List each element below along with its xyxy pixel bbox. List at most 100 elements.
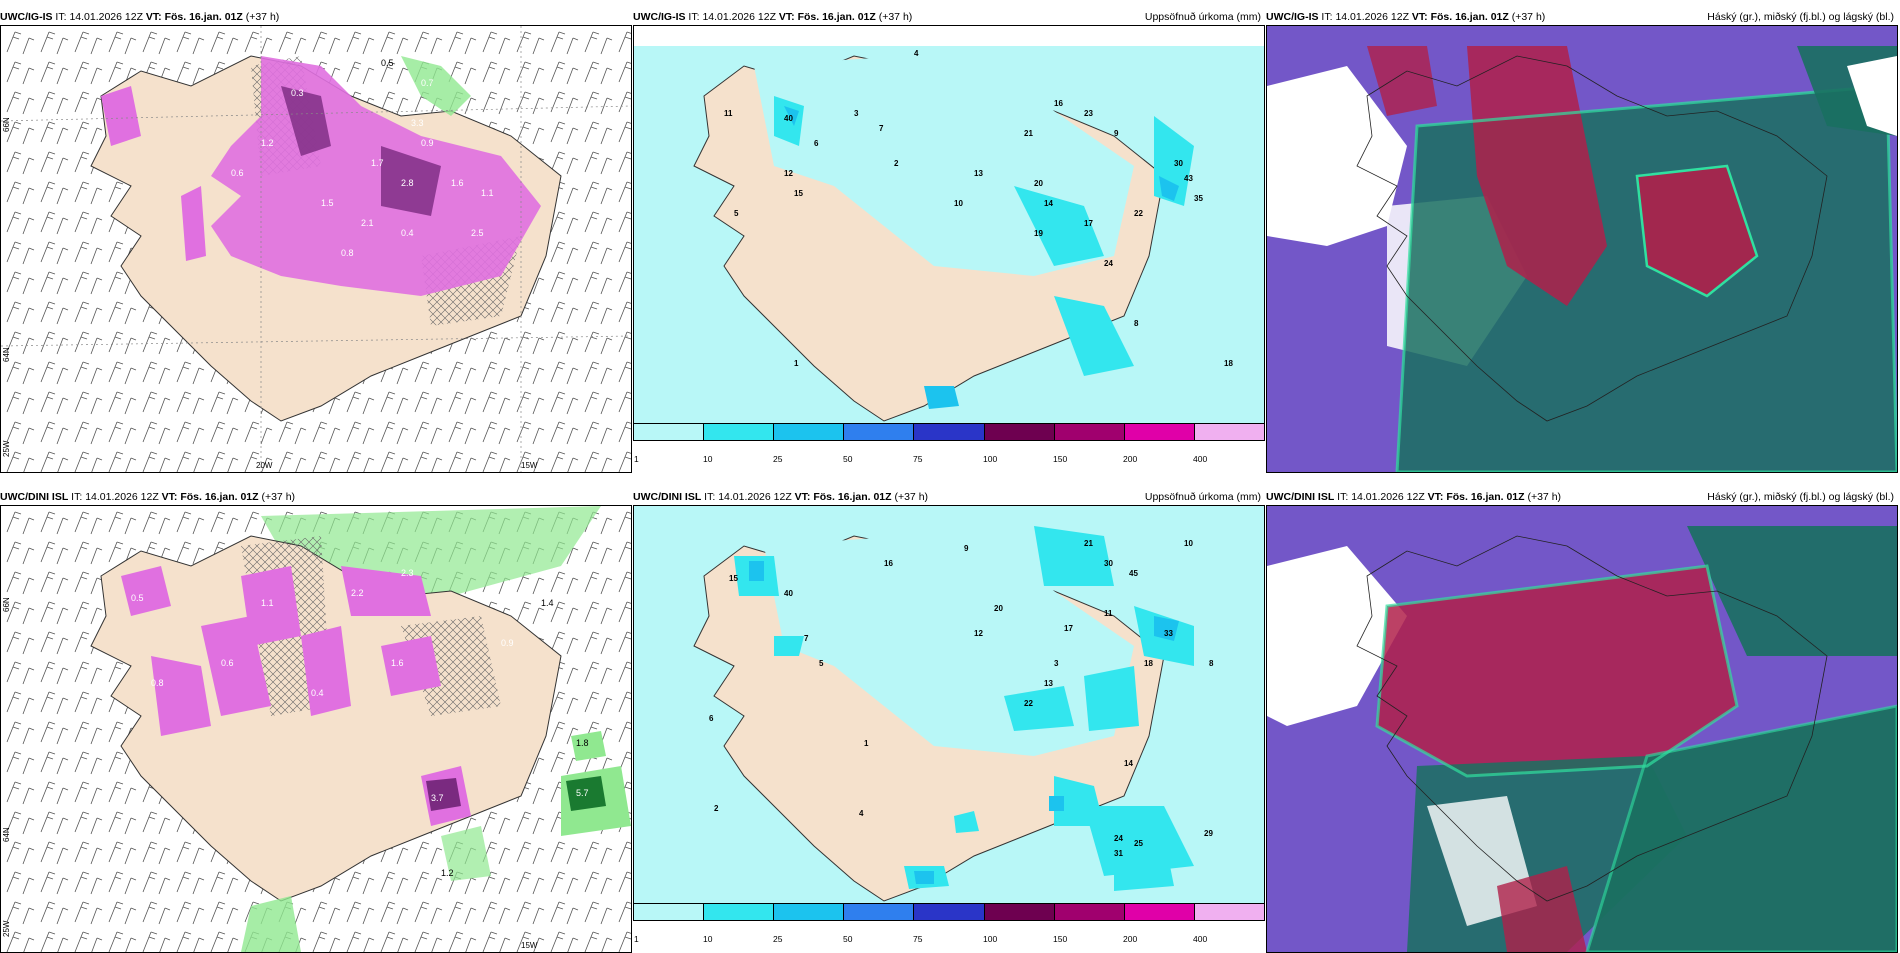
colorbar-segment <box>634 424 705 440</box>
precip-value-label: 4 <box>859 809 864 818</box>
snow-value-label: 1.8 <box>576 738 589 748</box>
precip-value-label: 13 <box>974 169 983 178</box>
panel-row1-snow: UWC/IG-IS IT: 14.01.2026 12Z VT: Fös. 16… <box>0 9 632 473</box>
snow-value-label: 0.7 <box>421 78 434 88</box>
lat-label: 66N <box>2 597 11 612</box>
lead-time: (+37 h) <box>245 11 280 23</box>
colorbar-tick: 75 <box>913 454 923 464</box>
colorbar-tick: 400 <box>1193 934 1208 944</box>
model-name: UWC/DINI ISL <box>633 491 702 503</box>
precip-value-label: 45 <box>1129 569 1138 578</box>
model-name: UWC/DINI ISL <box>1266 491 1335 503</box>
precip-value-label: 22 <box>1024 699 1033 708</box>
colorbar-tick: 100 <box>983 934 998 944</box>
snow-value-label: 0.5 <box>131 593 144 603</box>
precip-value-label: 24 <box>1104 259 1113 268</box>
precip-value-label: 25 <box>1134 839 1143 848</box>
precip-value-label: 13 <box>1044 679 1053 688</box>
map-precip-igis: 4 7 11 12 15 20 3 2 10 16 23 9 21 13 14 … <box>633 25 1265 423</box>
precip-value-label: 7 <box>804 634 809 643</box>
colorbar-segment <box>1194 904 1264 920</box>
vt-value: Fös. 16.jan. 01Z <box>797 11 876 23</box>
precip-value-label: 12 <box>974 629 983 638</box>
lead-time: (+37 h) <box>878 11 913 23</box>
panel-title: UWC/IG-IS IT: 14.01.2026 12Z VT: Fös. 16… <box>0 9 279 25</box>
colorbar-segment <box>914 904 985 920</box>
precip-value-label: 17 <box>1084 219 1093 228</box>
precip-value-label: 35 <box>1194 194 1203 203</box>
it-value: 14.01.2026 12Z <box>718 491 792 503</box>
it-label: IT: <box>1337 491 1349 503</box>
colorbar-segment <box>914 424 985 440</box>
snow-value-label: 0.6 <box>231 168 244 178</box>
vt-value: Fös. 16.jan. 01Z <box>813 491 892 503</box>
colorbar-tick: 75 <box>913 934 923 944</box>
it-value: 14.01.2026 12Z <box>702 11 776 23</box>
precip-value-label: 18 <box>1224 359 1233 368</box>
panel-row2-precip: UWC/DINI ISL IT: 14.01.2026 12Z VT: Fös.… <box>633 489 1265 945</box>
precip-value-label: 12 <box>784 169 793 178</box>
model-name: UWC/IG-IS <box>633 11 686 23</box>
field-title: Háský (gr.), miðský (fj.bl.) og lágský (… <box>1707 11 1894 23</box>
precip-value-label: 8 <box>1134 319 1139 328</box>
precip-value-label: 6 <box>709 714 714 723</box>
panel-row2-snow: UWC/DINI ISL IT: 14.01.2026 12Z VT: Fös.… <box>0 489 632 953</box>
snow-value-label: 1.2 <box>261 138 274 148</box>
model-name: UWC/IG-IS <box>1266 11 1319 23</box>
field-title: Uppsöfnuð úrkoma (mm) <box>1144 11 1261 23</box>
field-title: Uppsöfnuð úrkoma (mm) <box>1144 491 1261 503</box>
precip-value-label: 22 <box>1134 209 1143 218</box>
colorbar-segment <box>774 904 845 920</box>
it-value: 14.01.2026 12Z <box>69 11 143 23</box>
precip-value-label: 40 <box>784 114 793 123</box>
snow-value-label: 0.4 <box>311 688 324 698</box>
model-name: UWC/DINI ISL <box>0 491 69 503</box>
snow-value-label: 3.7 <box>431 793 444 803</box>
colorbar-tick: 150 <box>1053 454 1068 464</box>
vt-value: Fös. 16.jan. 01Z <box>1446 491 1525 503</box>
colorbar-tick: 400 <box>1193 454 1208 464</box>
colorbar-tick: 50 <box>843 934 853 944</box>
colorbar-segment <box>1054 904 1125 920</box>
lon-label: 20W <box>256 461 273 470</box>
precip-value-label: 7 <box>879 124 884 133</box>
precip-value-label: 43 <box>1184 174 1193 183</box>
lead-time: (+37 h) <box>261 491 296 503</box>
vt-value: Fös. 16.jan. 01Z <box>180 491 259 503</box>
snow-value-label: 2.5 <box>471 228 484 238</box>
precip-value-label: 31 <box>1114 849 1123 858</box>
snow-value-label: 0.8 <box>151 678 164 688</box>
colorbar-segment <box>1124 904 1195 920</box>
colorbar-segment <box>1124 424 1195 440</box>
colorbar-tick: 10 <box>703 934 713 944</box>
it-label: IT: <box>55 11 67 23</box>
snow-value-label: 5.7 <box>576 788 589 798</box>
vt-label: VT: <box>778 11 795 23</box>
panel-title: UWC/IG-IS IT: 14.01.2026 12Z VT: Fös. 16… <box>1266 9 1545 25</box>
precip-value-label: 23 <box>1084 109 1093 118</box>
vt-label: VT: <box>145 11 162 23</box>
map-snow-dini: 0.5 0.8 1.1 0.6 2.2 1.6 0.4 3.7 2.3 5.7 … <box>0 505 632 953</box>
lon-label: 15W <box>521 461 538 470</box>
precip-value-label: 15 <box>729 574 738 583</box>
snow-value-label: 0.9 <box>501 638 514 648</box>
field-title: Háský (gr.), miðský (fj.bl.) og lágský (… <box>1707 491 1894 503</box>
colorbar-segment <box>1054 424 1125 440</box>
precip-value-label: 3 <box>854 109 859 118</box>
iceland-outline <box>1356 535 1828 902</box>
precip-value-label: 11 <box>724 109 733 118</box>
precip-value-label: 4 <box>914 49 919 58</box>
lat-label: 64N <box>2 347 11 362</box>
panel-row2-clouds: UWC/DINI ISL IT: 14.01.2026 12Z VT: Fös.… <box>1266 489 1898 953</box>
precip-value-label: 8 <box>1209 659 1214 668</box>
lat-label: 64N <box>2 827 11 842</box>
colorbar-segment <box>1194 424 1264 440</box>
colorbar-segment <box>704 424 775 440</box>
it-value: 14.01.2026 12Z <box>85 491 159 503</box>
snow-value-label: 0.8 <box>341 248 354 258</box>
snow-value-label: 0.3 <box>291 88 304 98</box>
precip-value-label: 10 <box>1184 539 1193 548</box>
snow-value-label: 0.6 <box>221 658 234 668</box>
snow-value-label: 0.4 <box>401 228 414 238</box>
lead-time: (+37 h) <box>1527 491 1562 503</box>
